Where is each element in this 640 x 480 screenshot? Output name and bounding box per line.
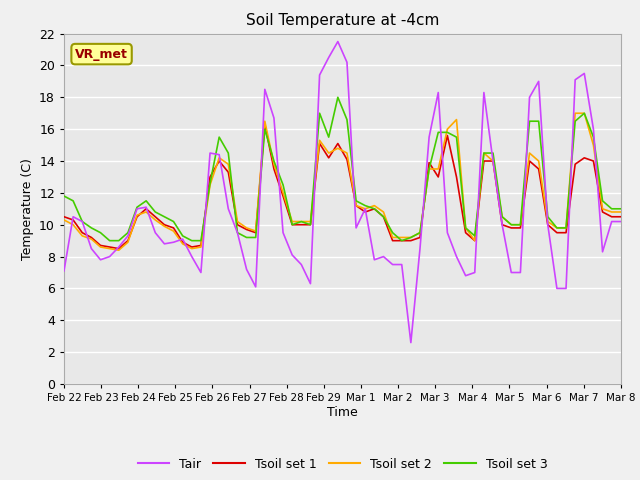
Title: Soil Temperature at -4cm: Soil Temperature at -4cm — [246, 13, 439, 28]
Text: VR_met: VR_met — [75, 48, 128, 60]
X-axis label: Time: Time — [327, 406, 358, 419]
Legend: Tair, Tsoil set 1, Tsoil set 2, Tsoil set 3: Tair, Tsoil set 1, Tsoil set 2, Tsoil se… — [132, 453, 552, 476]
Y-axis label: Temperature (C): Temperature (C) — [20, 158, 33, 260]
